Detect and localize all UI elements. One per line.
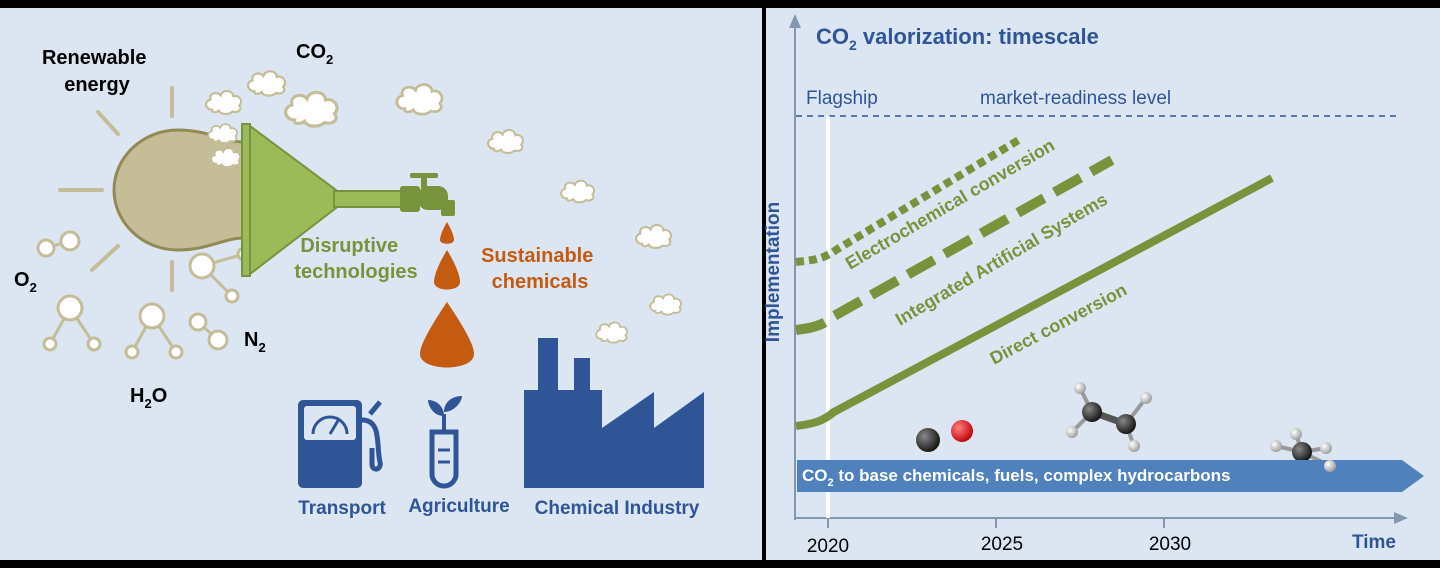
electrochemical-conversion-line (795, 134, 1025, 266)
timeline-axes (789, 14, 1408, 528)
co2-label: CO2 (296, 41, 333, 67)
base-chemicals-arrow (797, 460, 1424, 492)
molecule-icons (36, 230, 252, 360)
base-chemicals-arrow-label: CO2 to base chemicals, fuels, complex hy… (802, 466, 1230, 489)
x-axis-label: Time (1352, 532, 1396, 553)
market-readiness-label: market-readiness level (980, 88, 1171, 109)
disruptive-technologies-label: Disruptive technologies (294, 235, 417, 283)
fuel-pump-icon (298, 400, 383, 488)
sector-agriculture: Agriculture (408, 496, 509, 517)
test-tube-plant-icon (428, 396, 462, 489)
integrated-artificial-systems-line (795, 155, 1115, 335)
sector-transport: Transport (298, 498, 386, 519)
carbon-monoxide-molecule-icon (916, 420, 973, 452)
drop-icons (420, 222, 474, 368)
flagship-label: Flagship (806, 88, 878, 109)
sun-rays (58, 86, 174, 292)
methane-molecule-icon (1270, 428, 1332, 468)
factory-icon (524, 338, 704, 488)
x-tick-2020: 2020 (807, 536, 849, 557)
o2-label: O2 (14, 269, 37, 295)
direct-conversion-line (795, 174, 1274, 430)
sector-chemical-industry: Chemical Industry (535, 498, 700, 519)
renewable-energy-label: Renewable energy (42, 47, 152, 96)
h2o-label: H2O (130, 385, 167, 411)
x-tick-2025: 2025 (981, 534, 1023, 555)
sustainable-chemicals-label: Sustainable chemicals (481, 245, 599, 293)
timeline-title: CO2 valorization: timescale (816, 24, 1099, 53)
sun-icon (112, 128, 246, 252)
funnel-pipe (333, 190, 405, 208)
ethylene-molecule-icon (1066, 382, 1152, 452)
funnel-rim (241, 123, 251, 277)
methane-front-h-icon (1324, 460, 1336, 472)
x-tick-2030: 2030 (1149, 534, 1191, 555)
n2-label: N2 (244, 329, 266, 355)
y-axis-label: Implementation (763, 202, 784, 342)
tap-icon (400, 173, 455, 216)
